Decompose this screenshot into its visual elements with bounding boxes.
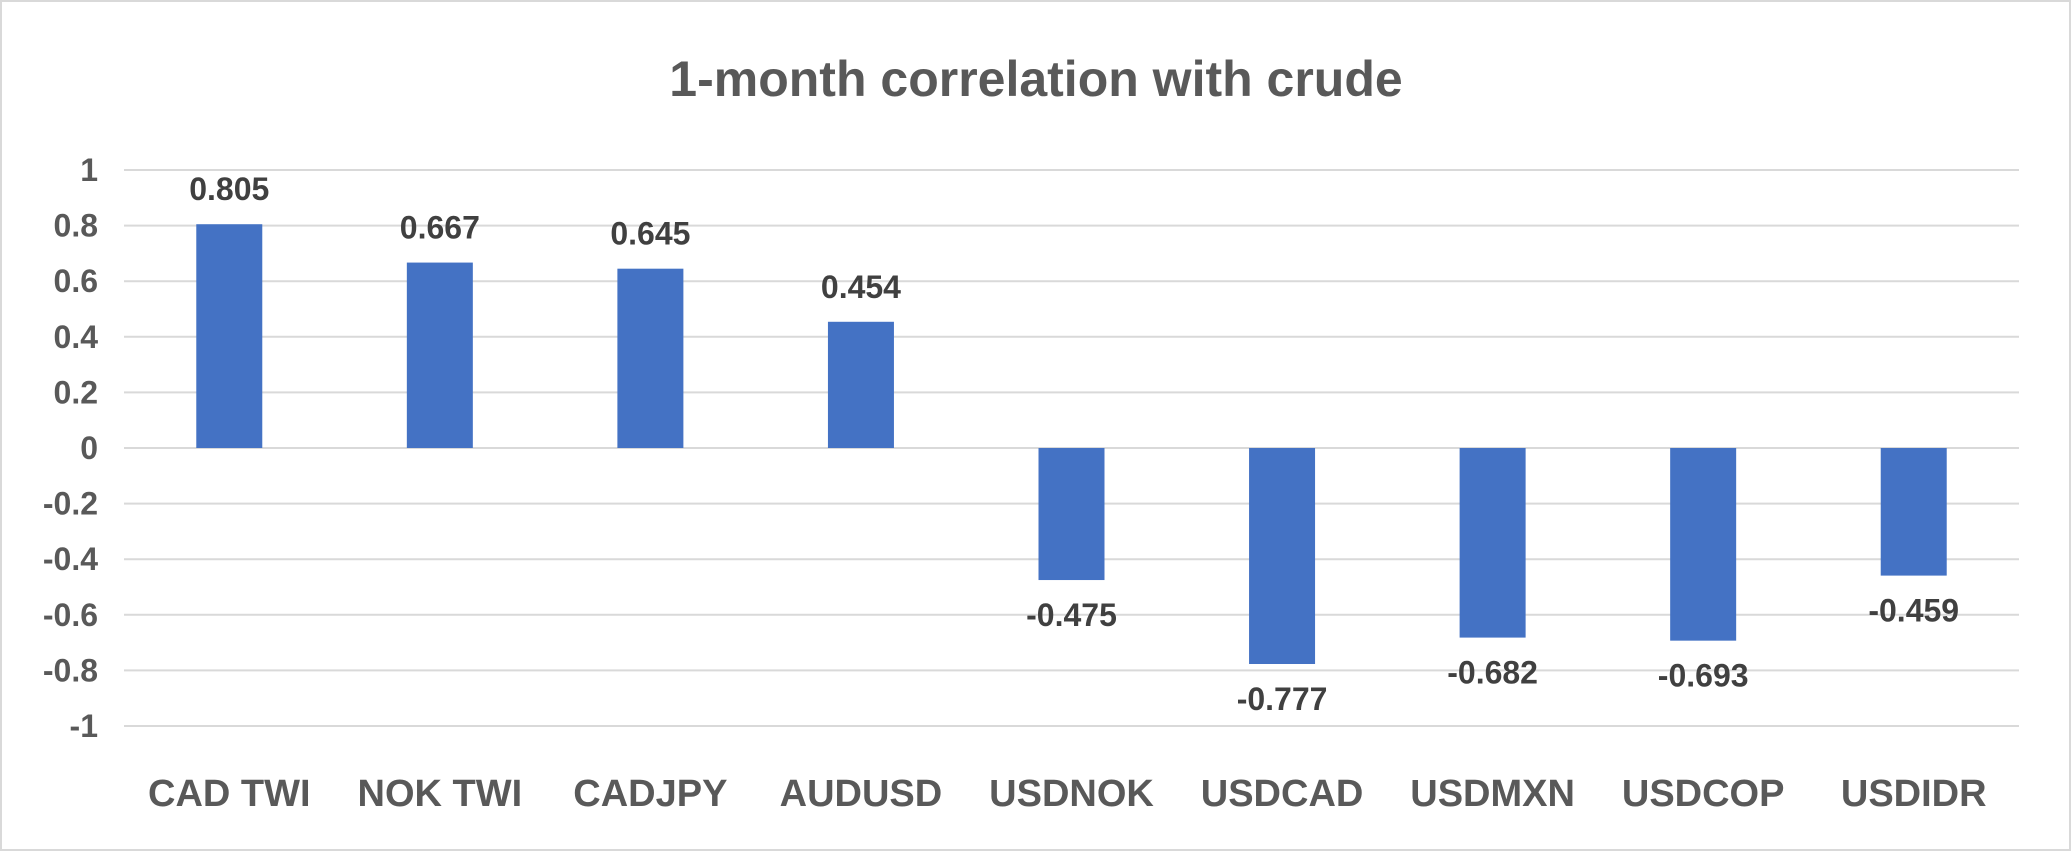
x-tick-label: NOK TWI bbox=[358, 773, 523, 815]
y-tick-label: -0.6 bbox=[43, 597, 98, 633]
data-label: 0.645 bbox=[610, 216, 690, 252]
bar-audusd bbox=[827, 321, 894, 448]
x-tick-label: CAD TWI bbox=[148, 773, 311, 815]
data-label: -0.693 bbox=[1658, 658, 1749, 694]
x-tick-label: AUDUSD bbox=[780, 773, 943, 815]
y-tick-label: -0.8 bbox=[43, 652, 98, 688]
x-tick-label: USDCOP bbox=[1622, 773, 1785, 815]
data-label: 0.667 bbox=[400, 210, 480, 246]
x-tick-label: USDIDR bbox=[1841, 773, 1987, 815]
x-tick-label: CADJPY bbox=[573, 773, 727, 815]
bar-usdcop bbox=[1670, 448, 1737, 641]
bars bbox=[196, 224, 1947, 665]
data-label: -0.475 bbox=[1026, 597, 1117, 633]
bar-usdnok bbox=[1038, 448, 1105, 581]
y-tick-label: 0.8 bbox=[54, 208, 98, 244]
y-tick-label: 0 bbox=[80, 430, 98, 466]
y-tick-label: 0.6 bbox=[54, 263, 98, 299]
bar-usdmxn bbox=[1459, 448, 1526, 638]
data-label: -0.459 bbox=[1868, 593, 1959, 629]
data-label: 0.805 bbox=[189, 171, 269, 207]
y-axis: 1 0.8 0.6 0.4 0.2 0 -0.2 -0.4 -0.6 -0.8 -1 bbox=[43, 152, 98, 744]
bar-cadjpy bbox=[617, 268, 684, 448]
y-tick-label: -0.4 bbox=[43, 541, 98, 577]
x-tick-label: USDNOK bbox=[989, 773, 1154, 815]
bar-nok-twi bbox=[406, 262, 473, 448]
x-axis: CAD TWI NOK TWI CADJPY AUDUSD USDNOK USDCAD US… bbox=[148, 773, 1987, 815]
bar-usdcad bbox=[1249, 448, 1316, 665]
y-tick-label: 1 bbox=[80, 152, 98, 188]
y-tick-label: 0.2 bbox=[54, 374, 98, 410]
data-label: -0.777 bbox=[1237, 681, 1328, 717]
y-tick-label: -0.2 bbox=[43, 486, 98, 522]
bar-cad-twi bbox=[196, 224, 263, 448]
chart-title: 1-month correlation with crude bbox=[669, 51, 1402, 107]
data-label: 0.454 bbox=[821, 269, 901, 305]
y-tick-label: -1 bbox=[70, 708, 98, 744]
x-tick-label: USDMXN bbox=[1410, 773, 1575, 815]
y-tick-label: 0.4 bbox=[54, 319, 99, 355]
x-tick-label: USDCAD bbox=[1201, 773, 1364, 815]
data-labels: 0.805 0.667 0.645 0.454 -0.475 -0.777 -0.682 -0… bbox=[189, 171, 1959, 717]
data-label: -0.682 bbox=[1447, 655, 1538, 691]
bar-usdidr bbox=[1880, 448, 1947, 576]
